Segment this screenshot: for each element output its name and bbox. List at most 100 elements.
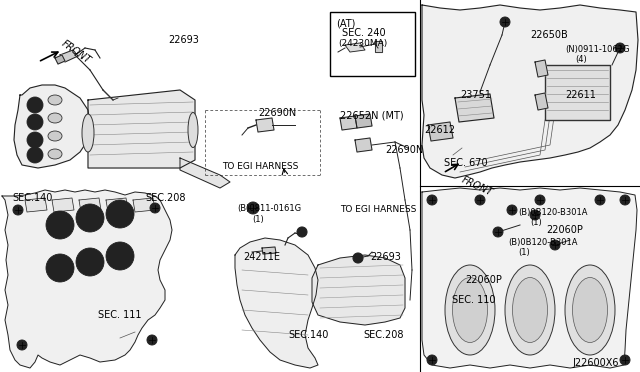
Bar [330, 12, 415, 76]
Circle shape [27, 147, 43, 163]
Circle shape [615, 43, 625, 53]
Text: 22650B: 22650B [530, 30, 568, 40]
Circle shape [106, 242, 134, 270]
Circle shape [27, 97, 43, 113]
Ellipse shape [188, 112, 198, 148]
Text: J22600X6: J22600X6 [572, 358, 618, 368]
Text: (B)0B120-B301A: (B)0B120-B301A [508, 238, 577, 247]
Circle shape [76, 248, 104, 276]
Circle shape [46, 211, 74, 239]
Circle shape [112, 206, 128, 222]
Circle shape [76, 204, 104, 232]
Polygon shape [355, 138, 372, 152]
Circle shape [13, 205, 23, 215]
Ellipse shape [48, 131, 62, 141]
Circle shape [31, 118, 39, 126]
Polygon shape [133, 198, 155, 212]
Text: 22060P: 22060P [546, 225, 583, 235]
Polygon shape [55, 55, 65, 64]
Polygon shape [88, 90, 195, 168]
Ellipse shape [565, 265, 615, 355]
Polygon shape [340, 116, 357, 130]
Polygon shape [2, 190, 172, 368]
Polygon shape [312, 255, 405, 325]
Text: SEC. 110: SEC. 110 [452, 295, 495, 305]
Circle shape [493, 227, 503, 237]
Circle shape [112, 248, 128, 264]
Text: 22693: 22693 [168, 35, 199, 45]
Text: 24211E: 24211E [243, 252, 280, 262]
Circle shape [147, 335, 157, 345]
Ellipse shape [48, 113, 62, 123]
Text: 22690N: 22690N [258, 108, 296, 118]
Circle shape [106, 200, 134, 228]
Polygon shape [25, 198, 47, 212]
Text: SEC. 240: SEC. 240 [342, 28, 386, 38]
Ellipse shape [513, 278, 547, 343]
Circle shape [507, 205, 517, 215]
Ellipse shape [573, 278, 607, 343]
Text: (B)0B120-B301A: (B)0B120-B301A [518, 208, 588, 217]
Circle shape [150, 203, 160, 213]
Circle shape [427, 355, 437, 365]
Circle shape [427, 195, 437, 205]
Circle shape [27, 132, 43, 148]
Text: (N)0911-1062G: (N)0911-1062G [565, 45, 630, 54]
Text: 22652N (MT): 22652N (MT) [340, 110, 404, 120]
Text: (1): (1) [518, 248, 530, 257]
Circle shape [550, 240, 560, 250]
Bar [545, 65, 610, 120]
Circle shape [500, 17, 510, 27]
Text: SEC.140: SEC.140 [288, 330, 328, 340]
Text: 22060P: 22060P [465, 275, 502, 285]
Circle shape [353, 253, 363, 263]
Text: (AT): (AT) [336, 18, 355, 28]
Circle shape [31, 151, 39, 159]
Circle shape [620, 195, 630, 205]
Text: 22690N: 22690N [385, 145, 423, 155]
Text: SEC. 111: SEC. 111 [98, 310, 141, 320]
Circle shape [475, 195, 485, 205]
Text: TO EGI HARNESS: TO EGI HARNESS [222, 162, 298, 171]
Polygon shape [355, 114, 372, 128]
Ellipse shape [445, 265, 495, 355]
Ellipse shape [48, 95, 62, 105]
Ellipse shape [82, 114, 94, 152]
Text: FRONT: FRONT [60, 38, 93, 65]
Polygon shape [455, 94, 494, 122]
Text: (B)0811-0161G: (B)0811-0161G [237, 204, 301, 213]
Circle shape [46, 254, 74, 282]
Text: 22612: 22612 [424, 125, 455, 135]
Circle shape [17, 340, 27, 350]
Circle shape [31, 101, 39, 109]
Text: (1): (1) [530, 218, 541, 227]
Circle shape [52, 217, 68, 233]
Text: TO EGI HARNESS: TO EGI HARNESS [340, 205, 417, 214]
Circle shape [82, 254, 98, 270]
Polygon shape [180, 158, 230, 188]
Text: 23751: 23751 [460, 90, 491, 100]
Circle shape [530, 210, 540, 220]
Circle shape [595, 195, 605, 205]
Text: 22611: 22611 [565, 90, 596, 100]
Circle shape [31, 136, 39, 144]
Text: FRONT: FRONT [460, 175, 494, 198]
Polygon shape [106, 198, 128, 212]
Polygon shape [262, 247, 276, 254]
Polygon shape [535, 93, 548, 110]
Polygon shape [535, 60, 548, 77]
Polygon shape [235, 238, 318, 368]
Ellipse shape [452, 278, 488, 343]
Ellipse shape [505, 265, 555, 355]
Text: SEC. 670: SEC. 670 [444, 158, 488, 168]
Polygon shape [60, 50, 78, 62]
Polygon shape [14, 85, 90, 168]
Text: (24230MA): (24230MA) [338, 39, 387, 48]
Polygon shape [422, 5, 638, 178]
Circle shape [247, 202, 259, 214]
Ellipse shape [48, 149, 62, 159]
Polygon shape [422, 188, 637, 368]
Circle shape [620, 355, 630, 365]
Text: (1): (1) [252, 215, 264, 224]
Polygon shape [345, 43, 365, 52]
